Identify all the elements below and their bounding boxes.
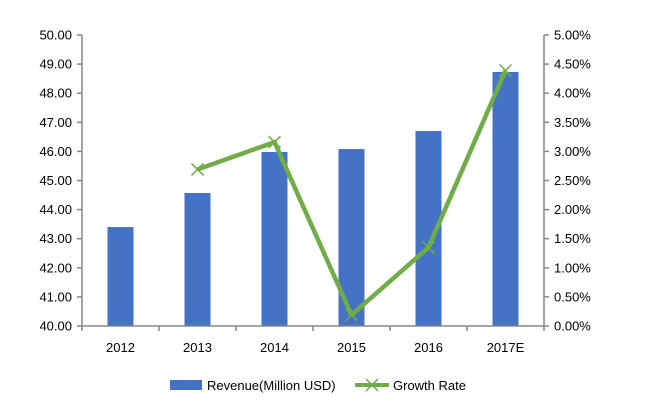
bar-2012	[107, 227, 134, 326]
right-tick-label: 3.00%	[554, 144, 591, 159]
bar-2017E	[492, 71, 519, 326]
left-tick-label: 45.00	[39, 173, 72, 188]
growth-rate-marker-2015	[344, 308, 359, 322]
x-tick-label: 2017E	[487, 340, 525, 355]
growth-rate-marker-2017E	[498, 63, 513, 78]
right-tick-label: 4.50%	[554, 57, 591, 72]
left-tick-label: 41.00	[39, 289, 72, 304]
growth-rate-marker-2013	[190, 162, 205, 176]
left-tick-label: 40.00	[39, 319, 72, 334]
right-tick-label: 5.00%	[554, 28, 591, 43]
left-tick-label: 43.00	[39, 231, 72, 246]
right-tick-label: 2.00%	[554, 202, 591, 217]
bar-2014	[261, 151, 288, 326]
x-tick-label: 2013	[183, 340, 212, 355]
right-tick-label: 0.50%	[554, 289, 591, 304]
bar-2013	[184, 193, 211, 326]
legend-growth-marker-icon	[365, 378, 379, 392]
right-tick-label: 4.00%	[554, 86, 591, 101]
x-tick-label: 2014	[260, 340, 289, 355]
left-tick-label: 46.00	[39, 144, 72, 159]
left-tick-label: 47.00	[39, 115, 72, 130]
legend-growth-label: Growth Rate	[393, 378, 466, 393]
legend-revenue-swatch	[170, 380, 202, 390]
right-tick-label: 0.00%	[554, 319, 591, 334]
left-tick-label: 42.00	[39, 260, 72, 275]
x-tick-label: 2012	[106, 340, 135, 355]
right-tick-label: 1.00%	[554, 260, 591, 275]
left-tick-label: 49.00	[39, 57, 72, 72]
x-tick-label: 2016	[414, 340, 443, 355]
left-tick-label: 50.00	[39, 28, 72, 43]
left-tick-label: 48.00	[39, 86, 72, 101]
left-tick-label: 44.00	[39, 202, 72, 217]
right-tick-label: 3.50%	[554, 115, 591, 130]
growth-rate-marker-2016	[421, 240, 436, 254]
legend-revenue-label: Revenue(Million USD)	[207, 378, 336, 393]
growth-rate-marker-2014	[267, 135, 282, 149]
right-tick-label: 1.50%	[554, 231, 591, 246]
x-tick-label: 2015	[337, 340, 366, 355]
right-tick-label: 2.50%	[554, 173, 591, 188]
